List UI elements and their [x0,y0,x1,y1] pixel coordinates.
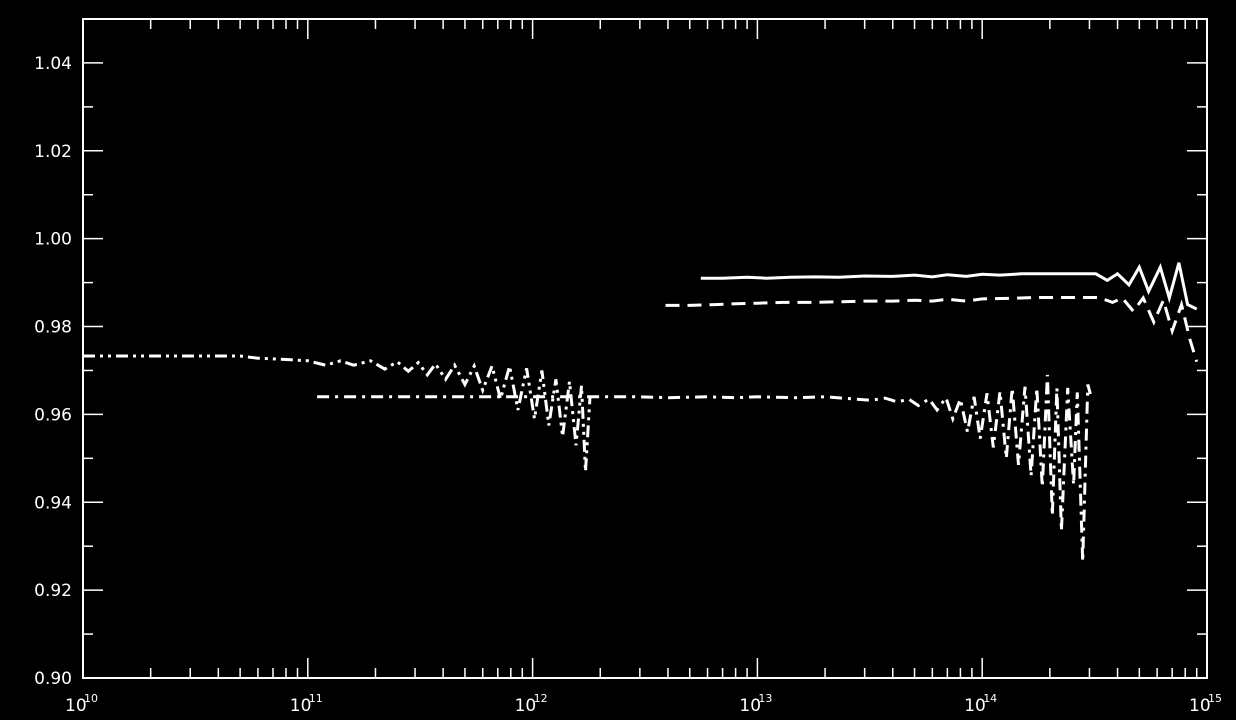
series-line-dash-dot [317,374,1093,562]
series-line-solid [700,262,1198,311]
series-line-dash-dot-dot [83,354,592,472]
y-tick-label: 1.02 [34,142,72,162]
y-tick-label: 0.96 [34,405,72,425]
plot-frame [82,18,1208,679]
y-tick-label: 0.98 [34,318,72,338]
x-tick-base: 10 [290,696,312,716]
x-tick-exponent: 14 [983,692,997,705]
x-tick-base: 10 [515,696,537,716]
y-tick-label: 1.00 [34,230,72,250]
x-tick-exponent: 13 [758,692,772,705]
x-tick-base: 10 [1189,696,1211,716]
x-tick-base: 10 [65,696,87,716]
y-tick-label: 1.04 [34,54,72,74]
axis-ticks [82,18,1207,679]
y-tick-label: 0.92 [34,581,72,601]
x-tick-exponent: 12 [534,692,548,705]
y-tick-label: 0.94 [34,493,72,513]
x-tick-exponent: 11 [309,692,323,705]
series-line-dashed [665,295,1199,363]
y-tick-label: 0.90 [34,669,72,689]
x-tick-base: 10 [739,696,761,716]
series-layer [83,262,1199,562]
x-tick-exponent: 15 [1208,692,1222,705]
x-tick-exponent: 10 [84,692,98,705]
x-tick-base: 10 [964,696,986,716]
